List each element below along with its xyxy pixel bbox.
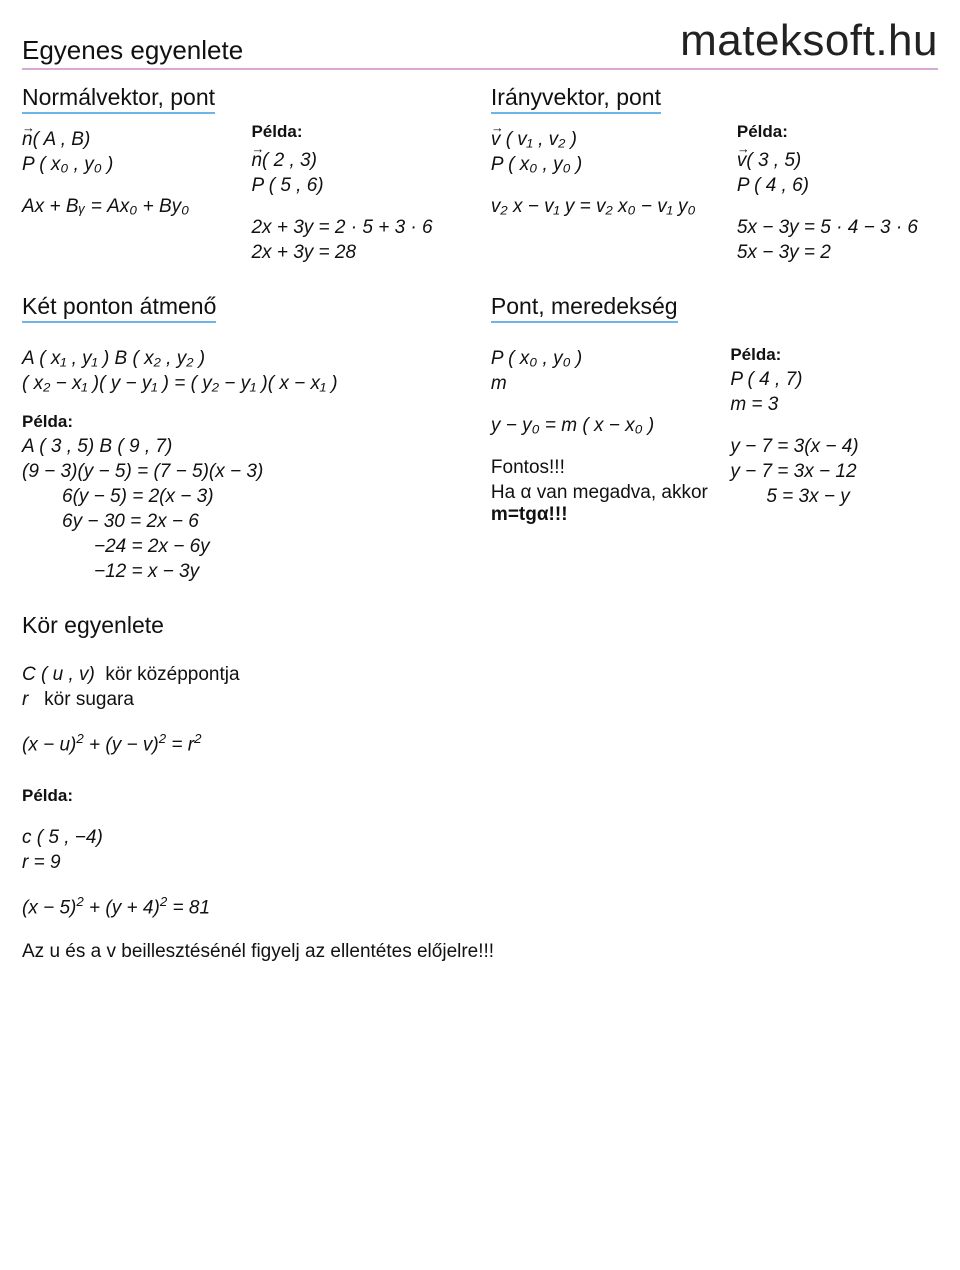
section-iranyvektor: Irányvektor, pont [491,84,661,114]
meredek-ex0: y − 7 = 3(x − 4) [730,436,918,458]
ketpont-ex1: (9 − 3)(y − 5) = (7 − 5)(x − 3) [22,461,481,483]
meredek-ex1: y − 7 = 3x − 12 [730,461,918,483]
kor-ex-c: c ( 5 , −4) [22,827,938,849]
kor-eq: (x − u)2 + (y − v)2 = r2 [22,731,938,756]
irany-v: →v ( v₁ , v₂ ) [491,125,727,151]
example-label: Példa: [251,122,470,142]
normal-eq: Ax + Bᵧ = Ax₀ + By₀ [22,196,241,218]
kor-ex-eq: (x − 5)2 + (y + 4)2 = 81 [22,894,938,919]
meredek-fontos: Fontos!!! [491,457,720,479]
irany-ex-l2: 5x − 3y = 2 [737,242,918,264]
kor-r: r kör sugara [22,689,938,711]
example-label: Példa: [737,122,918,142]
kor-ex-r: r = 9 [22,852,938,874]
section-meredekseg: Pont, meredekség [491,293,678,323]
row-normal-irany: Normálvektor, pont →n( A , B) P ( x₀ , y… [22,84,938,267]
section-ketpont: Két ponton átmenő [22,293,216,323]
ketpont-AB: A ( x₁ , y₁ ) B ( x₂ , y₂ ) [22,348,481,370]
normal-ex-l1: 2x + 3y = 2 · 5 + 3 · 6 [251,217,470,239]
ketpont-ex4: −24 = 2x − 6y [22,536,481,558]
normal-n: →n( A , B) [22,125,241,151]
meredek-ex2: 5 = 3x − y [730,486,918,508]
example-label: Példa: [22,786,938,806]
normal-ex-P: P ( 5 , 6) [251,175,470,197]
meredek-alpha: Ha α van megadva, akkor m=tgα!!! [491,482,720,526]
meredek-ex-P: P ( 4 , 7) [730,369,918,391]
irany-ex-v: →v( 3 , 5) [737,146,918,172]
meredek-P: P ( x₀ , y₀ ) [491,348,720,370]
section-kor-wrap: Kör egyenlete C ( u , v) kör középpontja… [22,612,938,964]
ketpont-eq: ( x₂ − x₁ )( y − y₁ ) = ( y₂ − y₁ )( x −… [22,373,481,395]
example-label: Példa: [730,345,918,365]
header: Egyenes egyenlete mateksoft.hu [22,16,938,70]
section-normalvektor: Normálvektor, pont [22,84,215,114]
ketpont-ex0: A ( 3 , 5) B ( 9 , 7) [22,436,481,458]
section-kor: Kör egyenlete [22,612,938,639]
row-ketpont-meredek: Két ponton átmenő A ( x₁ , y₁ ) B ( x₂ ,… [22,293,938,586]
irany-ex-P: P ( 4 , 6) [737,175,918,197]
irany-ex-l1: 5x − 3y = 5 · 4 − 3 · 6 [737,217,918,239]
ketpont-ex5: −12 = x − 3y [22,561,481,583]
normal-P: P ( x₀ , y₀ ) [22,154,241,176]
ketpont-ex3: 6y − 30 = 2x − 6 [22,511,481,533]
brand-logo: mateksoft.hu [680,16,938,66]
kor-note: Az u és a v beillesztésénél figyelj az e… [22,939,382,965]
page-title: Egyenes egyenlete [22,35,243,66]
meredek-m: m [491,373,720,395]
example-label: Példa: [22,412,481,432]
meredek-ex-m: m = 3 [730,394,918,416]
irany-P: P ( x₀ , y₀ ) [491,154,727,176]
ketpont-ex2: 6(y − 5) = 2(x − 3) [22,486,481,508]
normal-ex-l2: 2x + 3y = 28 [251,242,470,264]
meredek-eq: y − y₀ = m ( x − x₀ ) [491,415,720,437]
normal-ex-n: →n( 2 , 3) [251,146,470,172]
irany-eq: v₂ x − v₁ y = v₂ x₀ − v₁ y₀ [491,196,727,218]
kor-C: C ( u , v) kör középpontja [22,664,938,686]
